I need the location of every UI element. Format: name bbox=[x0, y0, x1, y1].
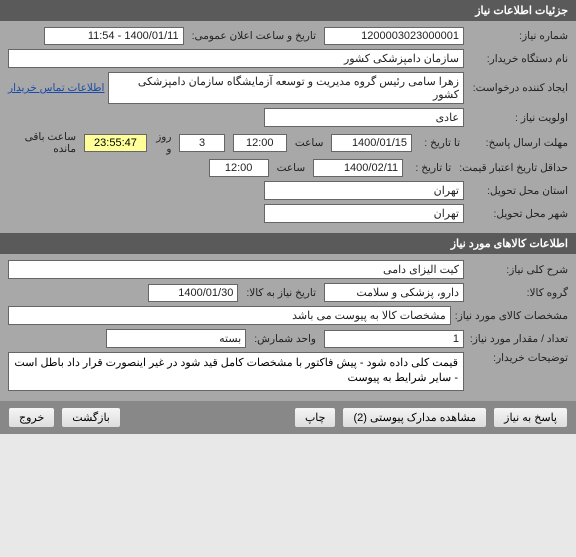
deadline-time-field: 12:00 bbox=[233, 134, 287, 152]
countdown-field: 23:55:47 bbox=[84, 134, 147, 152]
group-label: گروه کالا: bbox=[468, 287, 568, 299]
need-date-label: تاریخ نیاز به کالا: bbox=[246, 287, 316, 299]
creator-field: زهرا سامی رئیس گروه مدیریت و توسعه آزمای… bbox=[108, 72, 464, 104]
time-label-1: ساعت bbox=[295, 137, 324, 149]
req-number-field: 1200003023000001 bbox=[324, 27, 464, 45]
section2-body: شرح کلی نیاز: کیت الیزای دامی گروه کالا:… bbox=[0, 254, 576, 401]
buyer-field: سازمان دامپزشکی کشور bbox=[8, 49, 464, 68]
spec-field: مشخصات کالا به پیوست می باشد bbox=[8, 306, 451, 325]
validity-date-field: 1400/02/11 bbox=[313, 159, 403, 177]
priority-field: عادی bbox=[264, 108, 464, 127]
announce-field: 1400/01/11 - 11:54 bbox=[44, 27, 184, 45]
delivery-state-field: تهران bbox=[264, 181, 464, 200]
contact-link[interactable]: اطلاعات تماس خریدار bbox=[8, 82, 104, 94]
notes-label: توضیحات خریدار: bbox=[468, 352, 568, 364]
delivery-state-label: استان محل تحویل: bbox=[468, 185, 568, 197]
days-label: روز و bbox=[151, 131, 171, 155]
section1-body: شماره نیاز: 1200003023000001 تاریخ و ساع… bbox=[0, 21, 576, 233]
until-label: تا تاریخ : bbox=[420, 137, 460, 149]
deadline-date-field: 1400/01/15 bbox=[331, 134, 412, 152]
footer-bar: پاسخ به نیاز مشاهده مدارک پیوستی (2) چاپ… bbox=[0, 401, 576, 434]
priority-label: اولویت نیاز : bbox=[468, 112, 568, 124]
remaining-label: ساعت باقی مانده bbox=[8, 131, 76, 155]
days-field: 3 bbox=[179, 134, 224, 152]
desc-label: شرح کلی نیاز: bbox=[468, 264, 568, 276]
spec-label: مشخصات کالای مورد نیاز: bbox=[455, 310, 568, 322]
unit-field: بسته bbox=[106, 329, 246, 348]
qty-label: تعداد / مقدار مورد نیاز: bbox=[468, 333, 568, 345]
validity-label: حداقل تاریخ اعتبار قیمت: bbox=[459, 162, 568, 174]
section1-header: جزئیات اطلاعات نیاز bbox=[0, 0, 576, 21]
exit-button[interactable]: خروج bbox=[8, 407, 55, 428]
buyer-label: نام دستگاه خریدار: bbox=[468, 53, 568, 65]
unit-label: واحد شمارش: bbox=[254, 333, 316, 345]
group-field: دارو، پزشکی و سلامت bbox=[324, 283, 464, 302]
delivery-city-field: تهران bbox=[264, 204, 464, 223]
desc-field: کیت الیزای دامی bbox=[8, 260, 464, 279]
req-number-label: شماره نیاز: bbox=[468, 30, 568, 42]
notes-field: قیمت کلی داده شود - پیش فاکتور با مشخصات… bbox=[8, 352, 464, 391]
validity-until-label: تا تاریخ : bbox=[411, 162, 451, 174]
announce-label: تاریخ و ساعت اعلان عمومی: bbox=[192, 30, 316, 42]
print-button[interactable]: چاپ bbox=[294, 407, 337, 428]
attachments-button[interactable]: مشاهده مدارک پیوستی (2) bbox=[342, 407, 487, 428]
deadline-label: مهلت ارسال پاسخ: bbox=[468, 137, 568, 149]
back-button[interactable]: بازگشت bbox=[61, 407, 121, 428]
respond-button[interactable]: پاسخ به نیاز bbox=[493, 407, 568, 428]
validity-time-field: 12:00 bbox=[209, 159, 269, 177]
qty-field: 1 bbox=[324, 330, 464, 348]
section2-header: اطلاعات کالاهای مورد نیاز bbox=[0, 233, 576, 254]
time-label-2: ساعت bbox=[277, 162, 306, 174]
creator-label: ایجاد کننده درخواست: bbox=[468, 82, 568, 94]
need-date-field: 1400/01/30 bbox=[148, 284, 238, 302]
delivery-city-label: شهر محل تحویل: bbox=[468, 208, 568, 220]
